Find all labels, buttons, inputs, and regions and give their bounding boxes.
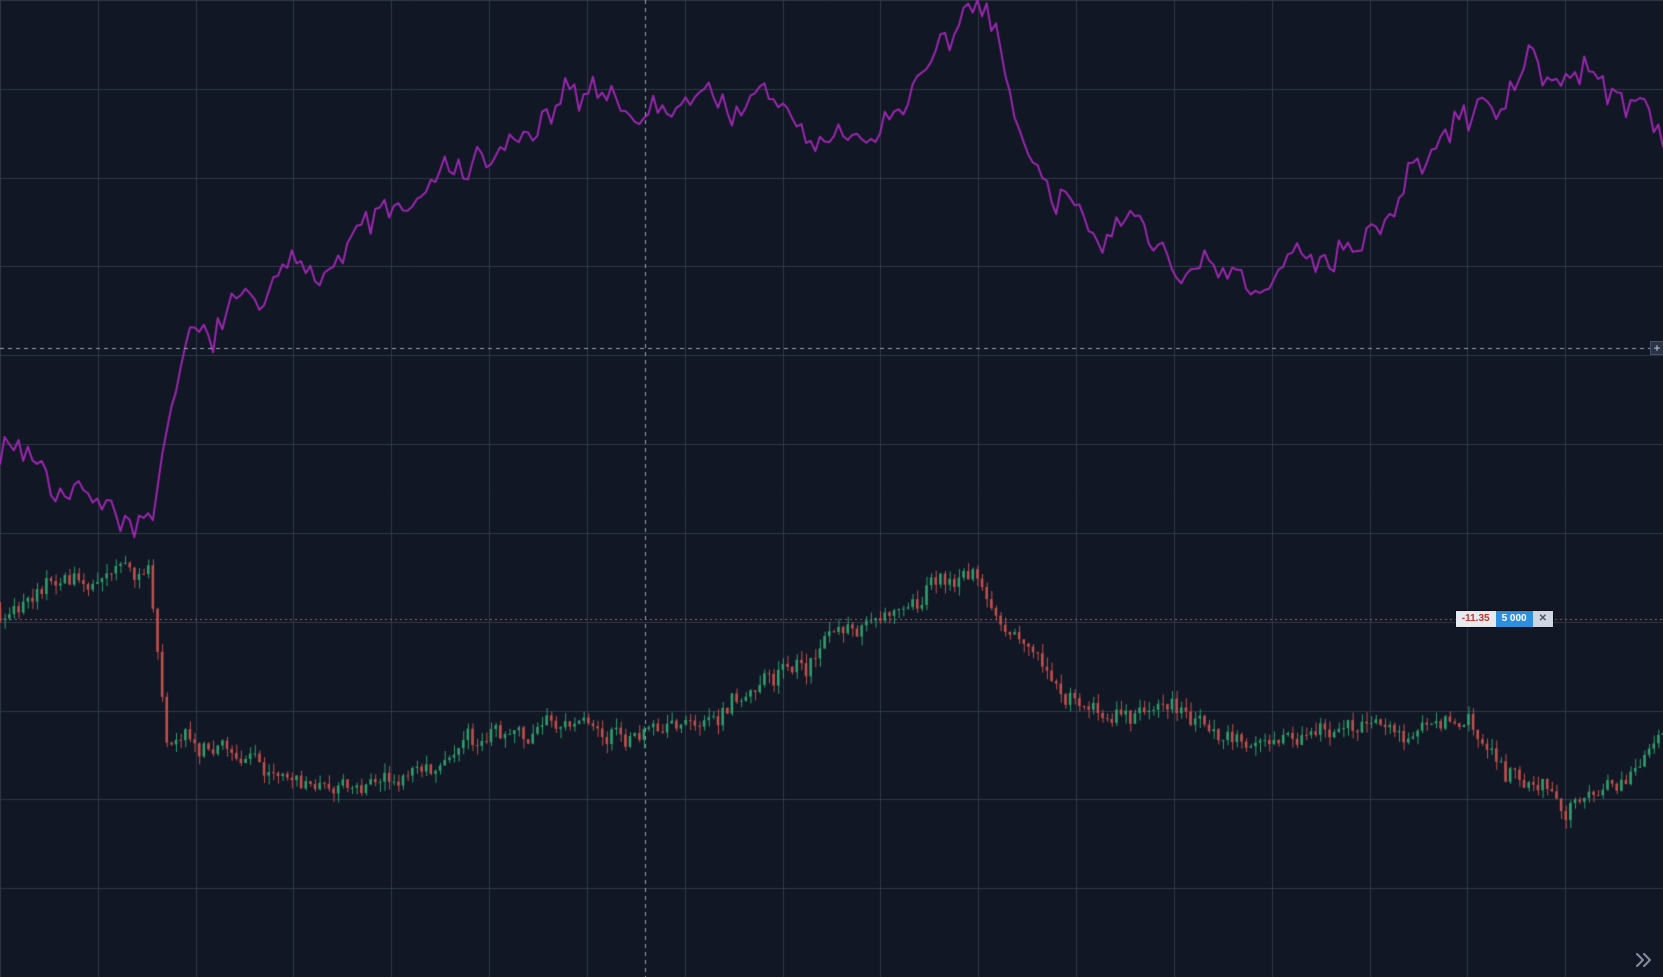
plus-icon: + (1653, 341, 1660, 355)
scroll-to-latest-button[interactable] (1633, 949, 1655, 971)
crosshair-price-marker[interactable]: + (1650, 341, 1663, 355)
order-close-button[interactable]: ✕ (1533, 611, 1553, 627)
order-label[interactable]: -11.35 5 000 ✕ (1456, 611, 1553, 627)
overlay-layer (0, 0, 1663, 977)
order-price-label: -11.35 (1456, 611, 1496, 627)
chart-root: -11.35 5 000 ✕ + (0, 0, 1663, 977)
order-qty-label: 5 000 (1496, 611, 1533, 627)
chevrons-right-icon (1635, 953, 1653, 967)
